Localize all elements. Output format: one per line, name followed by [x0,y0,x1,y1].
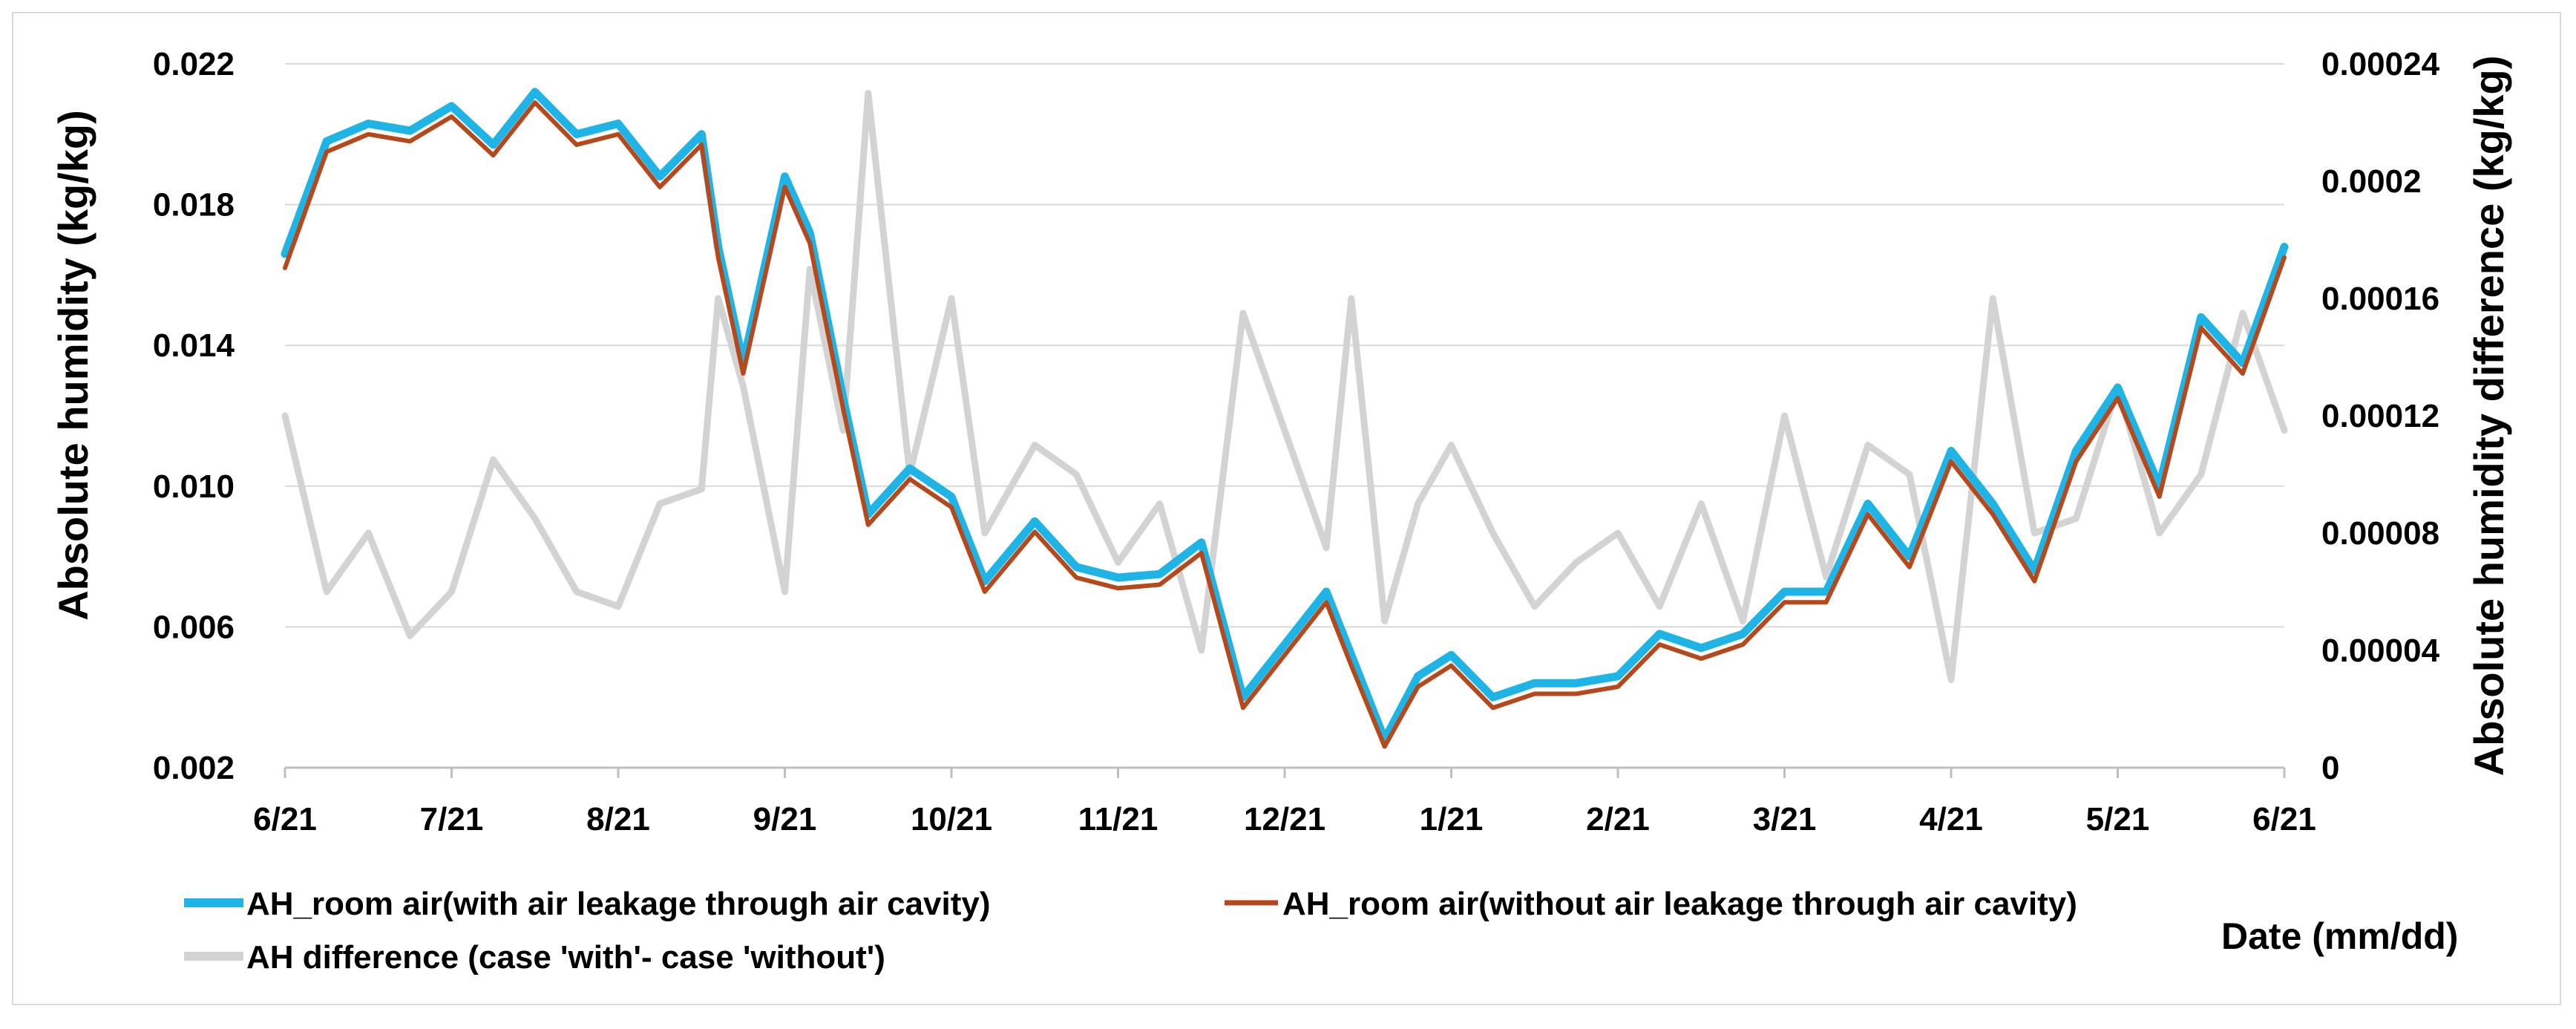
left-tick-label: 0.022 [153,46,235,82]
right-tick-label: 0.00016 [2321,281,2439,317]
series-with-leakage [281,88,2289,744]
x-tick-label: 6/21 [2252,801,2316,837]
x-tick-label: 7/21 [420,801,484,837]
legend-label-without: AH_room air(without air leakage through … [1282,886,2077,922]
grid [285,63,2284,768]
x-tick-label: 12/21 [1244,801,1325,837]
right-axis-title: Absolute humidity difference (kg/kg) [2465,56,2512,777]
x-axis-title: Date (mm/dd) [2221,915,2458,957]
legend: AH_room air(with air leakage through air… [184,886,2077,976]
axes [284,766,2286,778]
right-tick-label: 0 [2321,750,2339,786]
chart-frame [12,12,2561,1005]
legend-label-with: AH_room air(with air leakage through air… [246,886,990,922]
left-tick-labels: 0.022 0.018 0.014 0.010 0.006 0.002 [153,46,235,786]
left-axis-title: Absolute humidity (kg/kg) [50,110,96,621]
right-tick-label: 0.00008 [2321,515,2439,552]
series-layer [281,88,2289,749]
right-tick-label: 0.0002 [2321,163,2422,200]
right-tick-label: 0.00012 [2321,398,2439,434]
x-tick-label: 9/21 [753,801,817,837]
x-tick-label: 4/21 [1919,801,1983,837]
x-tick-label: 1/21 [1420,801,1484,837]
right-tick-labels: 0.00024 0.0002 0.00016 0.00012 0.00008 0.0000… [2321,46,2440,786]
right-tick-label: 0.00024 [2321,46,2440,82]
left-tick-label: 0.002 [153,750,235,786]
x-tick-labels: 6/21 7/21 8/21 9/21 10/21 11/21 12/21 1/21 2/21 3… [253,801,2316,837]
legend-label-difference: AH difference (case 'with'- case 'withou… [246,939,885,976]
series-without-leakage [283,100,2287,749]
x-tick-label: 11/21 [1078,801,1158,837]
right-tick-label: 0.00004 [2321,633,2440,669]
x-tick-label: 8/21 [586,801,650,837]
x-tick-label: 10/21 [911,801,992,837]
left-tick-label: 0.018 [153,187,235,223]
x-tick-label: 6/21 [253,801,317,837]
x-tick-label: 5/21 [2086,801,2150,837]
x-tick-label: 2/21 [1586,801,1650,837]
left-tick-label: 0.010 [153,468,235,505]
left-tick-label: 0.014 [153,327,235,364]
x-tick-label: 3/21 [1753,801,1817,837]
series-difference [281,90,2288,683]
left-tick-label: 0.006 [153,609,235,645]
